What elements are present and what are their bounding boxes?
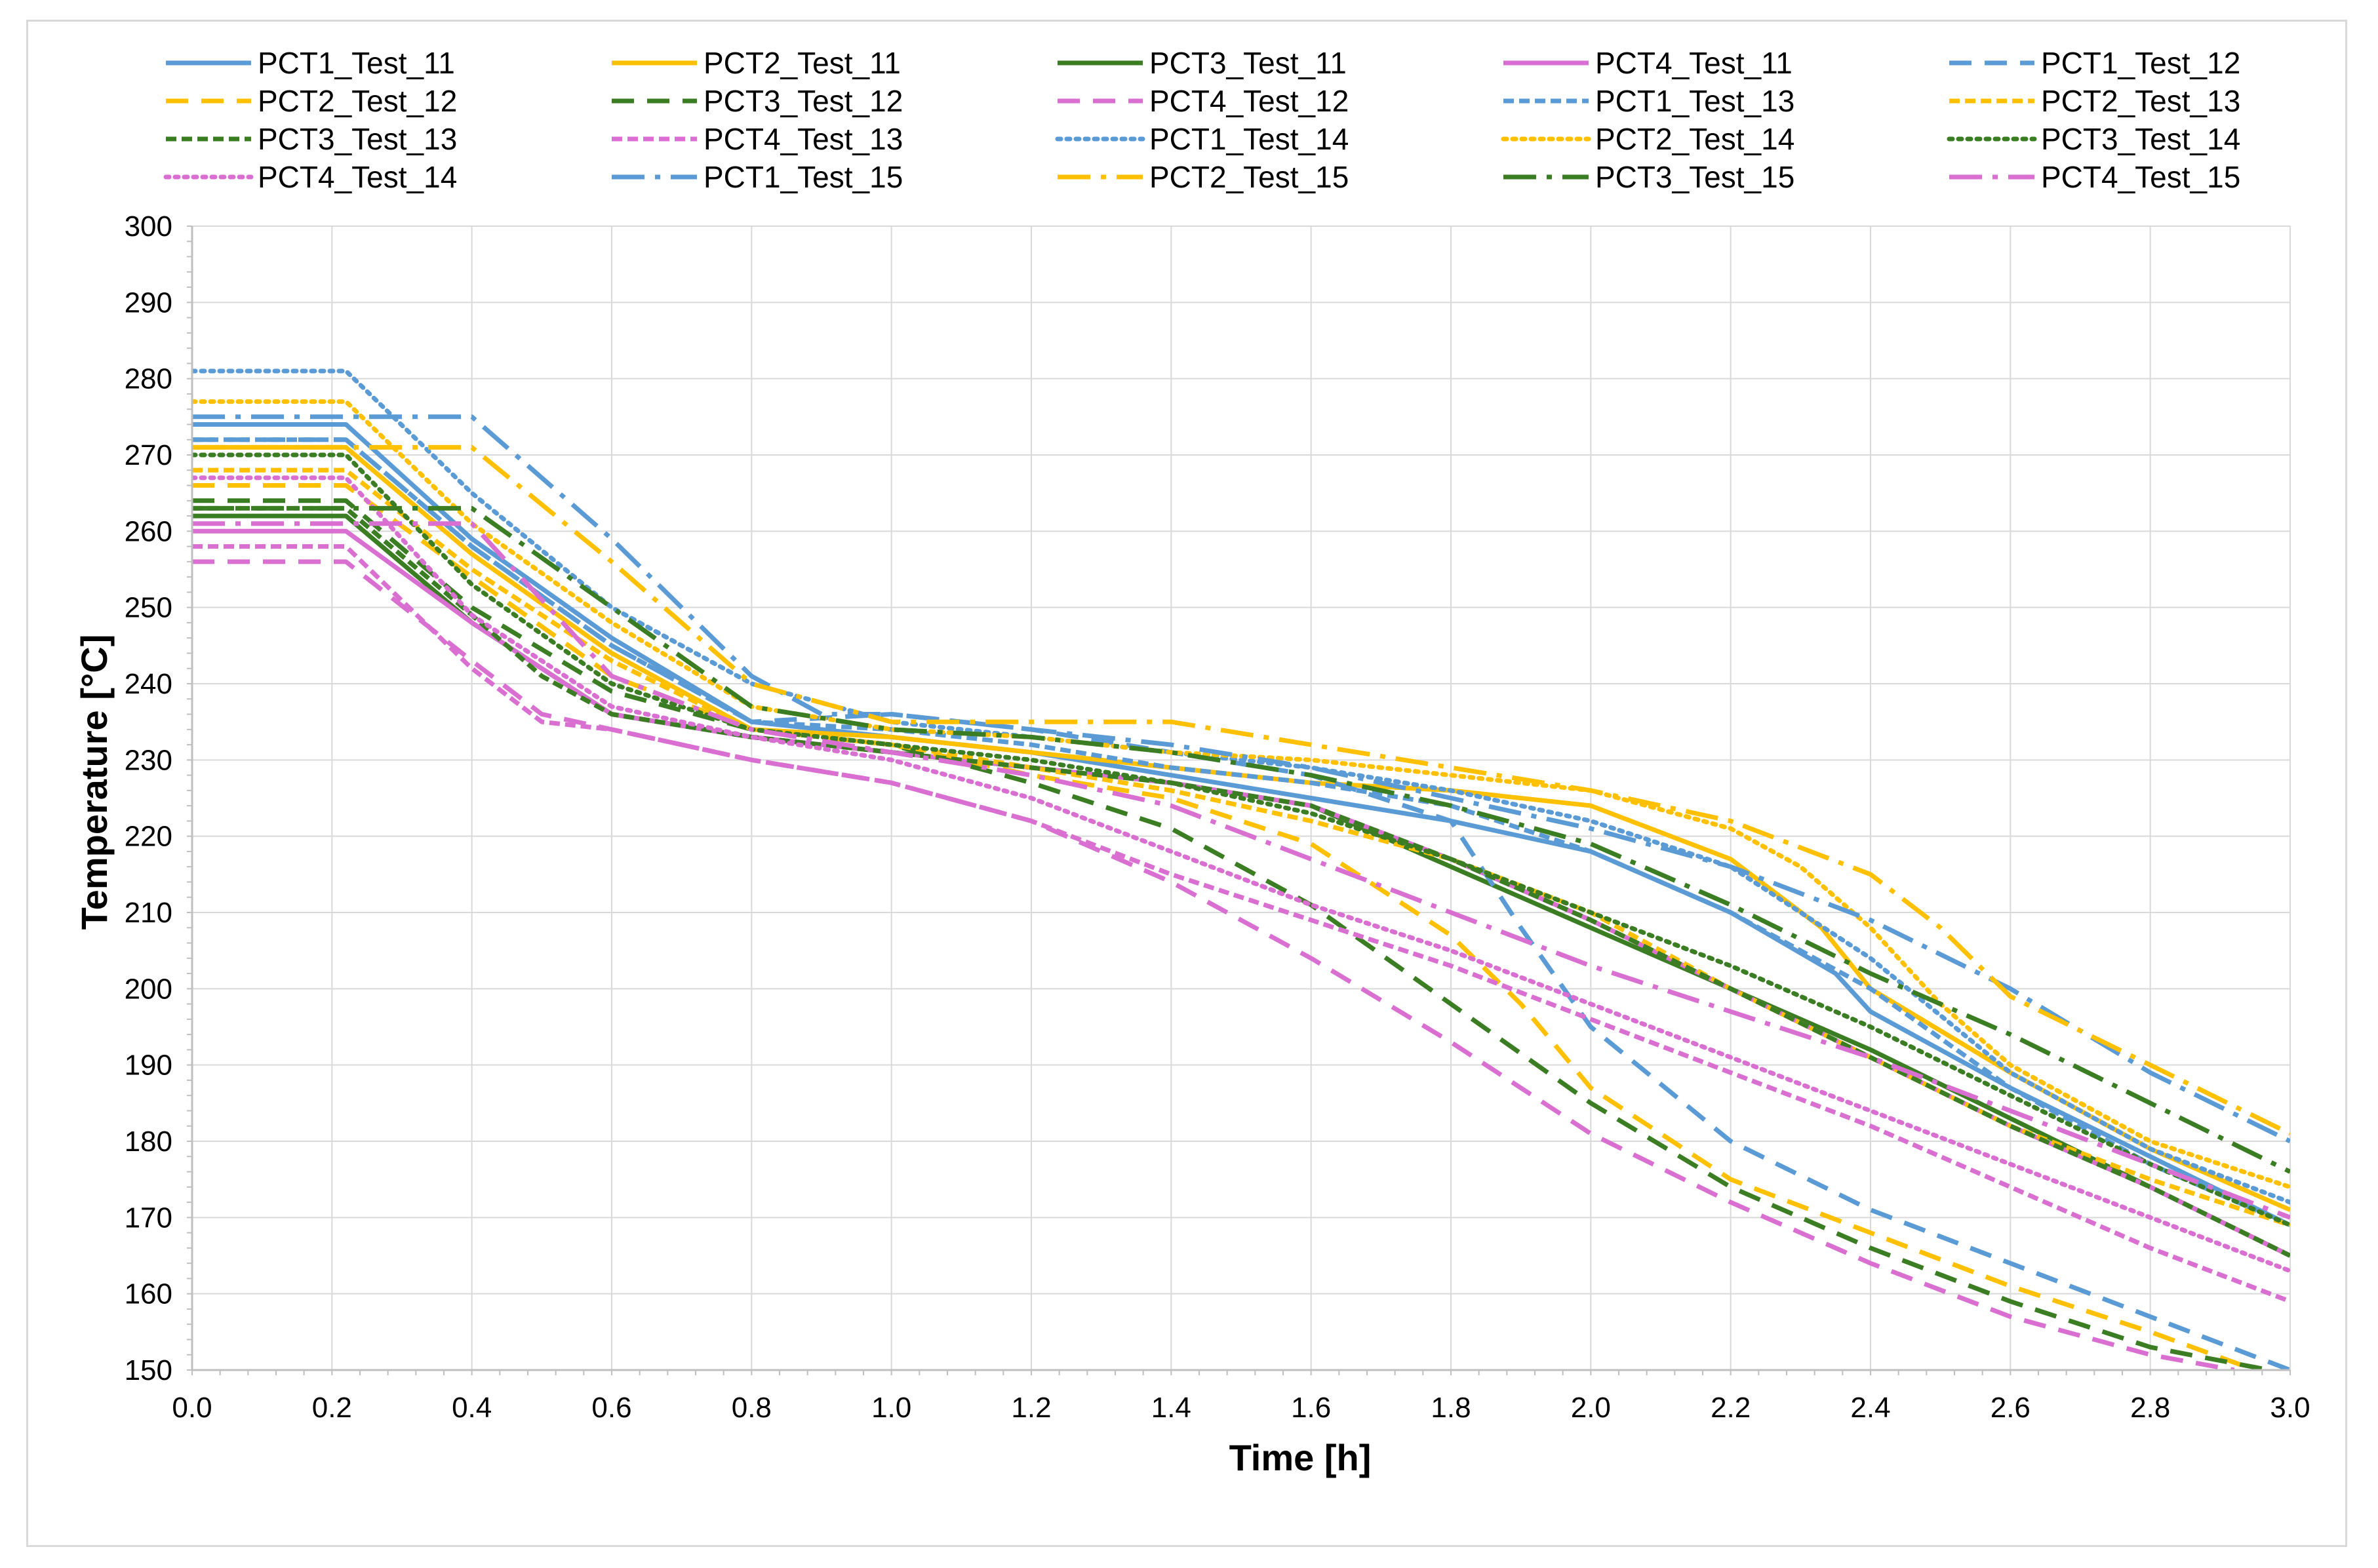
- series-lines: [192, 368, 2290, 1370]
- series-line-pct3-test-15: [192, 505, 2290, 1174]
- y-tick-label: 220: [125, 821, 172, 853]
- legend-label: PCT4_Test_12: [1149, 84, 1349, 118]
- y-tick-label: 250: [125, 592, 172, 624]
- legend-label: PCT2_Test_11: [703, 46, 901, 80]
- legend-label: PCT1_Test_13: [1595, 84, 1794, 118]
- legend-label: PCT2_Test_13: [2041, 84, 2240, 118]
- series-line-pct3-test-14: [192, 452, 2290, 1228]
- legend-entry: PCT1_Test_13: [1503, 84, 1794, 118]
- x-axis-title: Time [h]: [1229, 1437, 1372, 1478]
- legend-label: PCT4_Test_13: [703, 122, 903, 156]
- legend-entry: PCT1_Test_11: [166, 46, 455, 80]
- series-line-pct1-test-15: [192, 414, 2290, 1144]
- series-line-pct4-test-14: [192, 475, 2290, 1274]
- legend-entry: PCT2_Test_14: [1501, 122, 1794, 156]
- legend-label: PCT4_Test_15: [2041, 160, 2240, 194]
- legend-entry: PCT1_Test_14: [1055, 122, 1349, 156]
- x-tick-label: 2.8: [2130, 1392, 2170, 1424]
- legend-label: PCT4_Test_11: [1595, 46, 1793, 80]
- legend-entry: PCT2_Test_11: [612, 46, 901, 80]
- y-tick-label: 210: [125, 897, 172, 929]
- y-tick-label: 160: [125, 1278, 172, 1310]
- legend-entry: PCT3_Test_14: [1947, 122, 2240, 156]
- legend-label: PCT3_Test_14: [2041, 122, 2240, 156]
- y-tick-label: 230: [125, 744, 172, 776]
- series-line-pct1-test-13: [192, 437, 2290, 1228]
- y-tick-label: 180: [125, 1126, 172, 1158]
- legend-entry: PCT4_Test_13: [612, 122, 903, 156]
- legend-entry: PCT3_Test_12: [612, 84, 903, 118]
- x-tick-label: 2.2: [1711, 1392, 1751, 1424]
- y-tick-label: 200: [125, 973, 172, 1005]
- series-line-pct2-test-13: [192, 467, 2290, 1228]
- y-tick-label: 300: [125, 210, 172, 243]
- x-tick-label: 0.8: [732, 1392, 772, 1424]
- legend-entry: PCT3_Test_13: [166, 122, 457, 156]
- legend-label: PCT3_Test_11: [1149, 46, 1347, 80]
- legend-label: PCT1_Test_12: [2041, 46, 2240, 80]
- x-tick-label: 2.6: [1991, 1392, 2031, 1424]
- line-chart: 0.0 0.2 0.4 0.6 0.8 1.0 1.2 1.4 1.6 1.8 2.0 2.2 2.4 2…: [73, 46, 2310, 1478]
- x-tick-label: 2.0: [1571, 1392, 1611, 1424]
- legend-label: PCT1_Test_15: [703, 160, 903, 194]
- x-tick-label: 1.6: [1291, 1392, 1331, 1424]
- x-tick-label: 3.0: [2270, 1392, 2310, 1424]
- legend-label: PCT3_Test_13: [258, 122, 457, 156]
- legend-entry: PCT2_Test_15: [1058, 160, 1349, 194]
- legend-entry: PCT1_Test_15: [612, 160, 903, 194]
- series-line-pct3-test-12: [192, 498, 2270, 1370]
- legend-entry: PCT2_Test_12: [166, 84, 457, 118]
- series-line-pct2-test-15: [192, 444, 2290, 1136]
- legend-label: PCT4_Test_14: [258, 160, 457, 194]
- legend-label: PCT2_Test_15: [1149, 160, 1349, 194]
- legend-entry: PCT4_Test_14: [163, 160, 457, 194]
- y-tick-label: 190: [125, 1049, 172, 1082]
- series-line-pct4-test-11: [192, 528, 2290, 1258]
- series-line-pct2-test-14: [192, 399, 2290, 1190]
- y-tick-label: 270: [125, 439, 172, 471]
- series-line-pct4-test-15: [192, 521, 2290, 1220]
- legend-label: PCT1_Test_14: [1149, 122, 1349, 156]
- legend-entry: PCT3_Test_15: [1503, 160, 1794, 194]
- legend-entry: PCT4_Test_11: [1503, 46, 1793, 80]
- y-tick-label: 280: [125, 363, 172, 395]
- legend-entry: PCT4_Test_15: [1949, 160, 2240, 194]
- x-tick-label: 2.4: [1850, 1392, 1890, 1424]
- series-line-pct4-test-13: [192, 544, 2290, 1304]
- x-tick-label: 0.6: [591, 1392, 631, 1424]
- series-line-pct3-test-13: [192, 505, 2290, 1258]
- legend-label: PCT3_Test_12: [703, 84, 903, 118]
- x-tick-label: 0.0: [172, 1392, 212, 1424]
- legend-entry: PCT3_Test_11: [1058, 46, 1347, 80]
- x-tick-label: 0.2: [312, 1392, 352, 1424]
- y-tick-label: 170: [125, 1202, 172, 1234]
- legend-label: PCT3_Test_15: [1595, 160, 1794, 194]
- y-tick-label: 150: [125, 1354, 172, 1386]
- legend-entry: PCT1_Test_12: [1949, 46, 2240, 80]
- x-tick-label: 1.8: [1431, 1392, 1471, 1424]
- x-tick-label: 1.4: [1151, 1392, 1191, 1424]
- y-tick-label: 260: [125, 515, 172, 547]
- axes: 0.0 0.2 0.4 0.6 0.8 1.0 1.2 1.4 1.6 1.8 2.0 2.2 2.4 2…: [125, 210, 2310, 1424]
- chart-frame: 0.0 0.2 0.4 0.6 0.8 1.0 1.2 1.4 1.6 1.8 2.0 2.2 2.4 2…: [26, 20, 2347, 1547]
- legend-label: PCT1_Test_11: [258, 46, 455, 80]
- legend-entry: PCT2_Test_13: [1949, 84, 2240, 118]
- series-line-pct1-test-14: [192, 368, 2290, 1205]
- legend-entry: PCT4_Test_12: [1058, 84, 1349, 118]
- legend-label: PCT2_Test_12: [258, 84, 457, 118]
- x-tick-label: 1.0: [871, 1392, 911, 1424]
- series-line-pct1-test-11: [192, 422, 2290, 1228]
- legend: PCT1_Test_11 PCT2_Test_11 PCT3_Test_11 PCT4…: [163, 46, 2240, 194]
- y-tick-label: 240: [125, 668, 172, 700]
- y-tick-label: 290: [125, 286, 172, 319]
- y-axis-title: Temperature [°C]: [73, 635, 115, 930]
- x-tick-label: 0.4: [452, 1392, 492, 1424]
- x-tick-label: 1.2: [1011, 1392, 1051, 1424]
- legend-label: PCT2_Test_14: [1595, 122, 1794, 156]
- series-line-pct4-test-12: [192, 559, 2235, 1370]
